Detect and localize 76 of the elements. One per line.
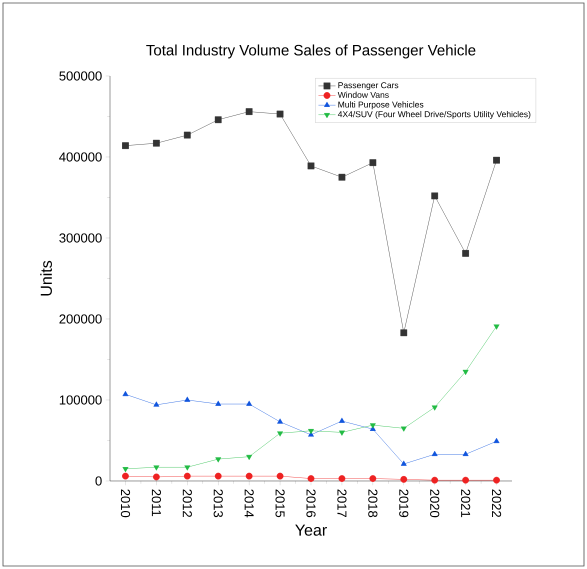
point bbox=[246, 108, 253, 116]
y-tick-label: 100000 bbox=[60, 395, 102, 405]
y-tick-label: 300000 bbox=[59, 233, 102, 243]
point bbox=[246, 454, 252, 460]
point bbox=[153, 401, 160, 407]
x-tick-label: 2015 bbox=[275, 489, 285, 518]
x-tick-label: 2014 bbox=[244, 489, 254, 518]
point bbox=[122, 142, 129, 150]
y-tick-label: 0 bbox=[95, 476, 102, 486]
point bbox=[184, 132, 191, 139]
chart-title: Total Industry Volume Sales of Passenger Vehicle bbox=[146, 44, 476, 58]
x-tick-label: 2013 bbox=[214, 489, 223, 518]
point bbox=[493, 156, 500, 164]
legend-label: Passenger Cars bbox=[338, 82, 398, 90]
y-axis-title: Units bbox=[40, 260, 52, 296]
point bbox=[462, 250, 470, 257]
y-tick-label: 200000 bbox=[59, 314, 102, 324]
point bbox=[214, 116, 222, 124]
point bbox=[122, 472, 129, 480]
point bbox=[246, 400, 252, 406]
point bbox=[276, 472, 284, 480]
legend-label: 4X4/SUV (Four Wheel Drive/Sports Utility Vehicles) bbox=[338, 110, 530, 119]
x-tick-label: 2010 bbox=[120, 489, 130, 518]
point bbox=[184, 396, 190, 402]
point bbox=[338, 475, 346, 482]
point bbox=[122, 390, 128, 396]
point bbox=[338, 418, 345, 423]
point bbox=[276, 110, 284, 118]
point bbox=[215, 400, 222, 406]
point bbox=[494, 438, 500, 444]
point bbox=[369, 159, 376, 166]
x-tick-label: 2022 bbox=[492, 489, 502, 518]
point bbox=[370, 423, 376, 428]
x-tick-label: 2018 bbox=[368, 489, 378, 518]
point bbox=[308, 428, 314, 434]
point bbox=[400, 426, 407, 432]
point bbox=[432, 405, 438, 411]
y-tick-label: 400000 bbox=[59, 152, 102, 162]
point bbox=[400, 329, 408, 336]
x-tick-label: 2011 bbox=[152, 489, 161, 516]
x-tick-label: 2020 bbox=[430, 489, 440, 518]
x-tick-label: 2019 bbox=[399, 489, 408, 518]
point bbox=[432, 450, 438, 456]
point bbox=[308, 162, 314, 170]
point bbox=[400, 460, 407, 466]
point bbox=[400, 476, 408, 483]
x-tick-label: 2021 bbox=[461, 489, 470, 518]
point bbox=[462, 476, 470, 484]
x-tick-label: 2016 bbox=[306, 489, 316, 518]
x-tick-label: 2012 bbox=[182, 489, 192, 518]
legend-label: Window Vans bbox=[338, 92, 389, 98]
point bbox=[152, 474, 160, 480]
y-tick-label: 500000 bbox=[59, 71, 102, 81]
point bbox=[462, 370, 469, 376]
point bbox=[338, 430, 345, 436]
point bbox=[462, 450, 469, 456]
point bbox=[338, 174, 346, 181]
legend-label: Multi Purpose Vehicles bbox=[338, 101, 424, 110]
point bbox=[215, 457, 222, 463]
point bbox=[277, 431, 284, 437]
point bbox=[153, 465, 160, 471]
point bbox=[431, 476, 438, 484]
x-tick-label: 2017 bbox=[337, 489, 347, 518]
point bbox=[494, 324, 500, 330]
point bbox=[184, 472, 191, 480]
point bbox=[277, 418, 284, 424]
point bbox=[122, 467, 128, 472]
point bbox=[431, 192, 438, 200]
point bbox=[369, 475, 376, 482]
point bbox=[152, 140, 160, 147]
point bbox=[214, 472, 222, 480]
point bbox=[184, 465, 190, 471]
point bbox=[308, 475, 314, 482]
x-axis-title: Year bbox=[295, 524, 327, 536]
point bbox=[493, 476, 500, 484]
point bbox=[246, 472, 253, 480]
